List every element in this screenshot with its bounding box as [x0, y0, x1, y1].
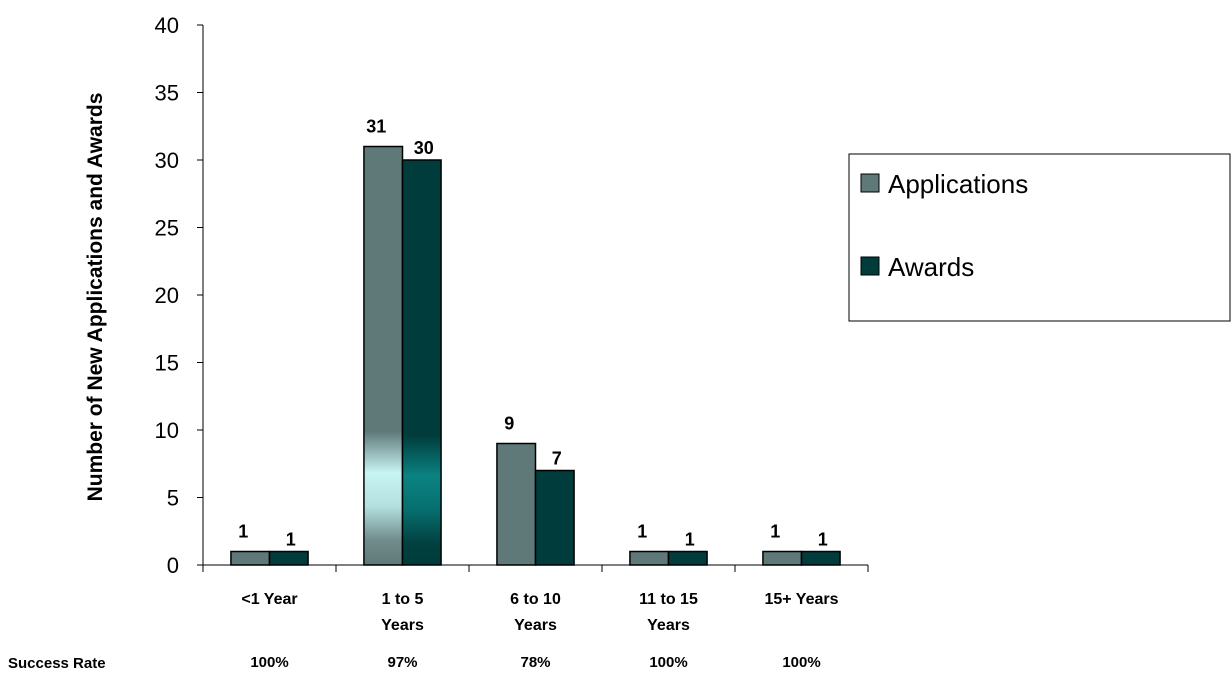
category-labels: <1 Year 1 to 5 Years 6 to 10 Years 11 to 15 Ye…	[241, 591, 838, 634]
category-label-line: <1 Year	[241, 591, 297, 608]
success-rate-label: Success Rate	[8, 655, 106, 672]
success-rate-value: 97%	[387, 654, 417, 671]
data-label: 1	[286, 530, 296, 550]
legend-box	[848, 153, 1231, 322]
category-label-line: 6 to 10	[510, 591, 561, 608]
bar-awards	[800, 550, 841, 566]
bar-applications	[762, 550, 803, 566]
y-tick-label: 35	[155, 81, 179, 106]
bar-awards	[401, 159, 442, 566]
bar-awards	[667, 550, 708, 566]
data-label: 1	[685, 530, 695, 550]
category-label: 6 to 10 Years	[510, 591, 561, 634]
category-label-line: Years	[514, 617, 557, 634]
legend: Applications Awards	[848, 153, 1231, 322]
category-label-line: Years	[381, 617, 424, 634]
data-label: 1	[818, 530, 828, 550]
bar-applications	[230, 550, 271, 566]
data-label: 1	[770, 522, 780, 542]
category-label: <1 Year	[241, 591, 297, 608]
category-label-line: Years	[647, 617, 690, 634]
data-labels: 1 1 31 30 9 7 1 1 1 1	[238, 117, 828, 550]
data-label: 31	[366, 117, 386, 137]
data-label: 7	[552, 449, 562, 469]
data-label: 30	[414, 138, 434, 158]
y-tick-label: 25	[155, 216, 179, 241]
success-rate-value: 100%	[649, 654, 687, 671]
category-label-line: 1 to 5	[382, 591, 424, 608]
success-rate-value: 100%	[250, 654, 288, 671]
y-tick-label: 20	[155, 283, 179, 308]
x-axis	[202, 564, 869, 572]
y-axis: 0 5 10 15 20 25 30 35 40	[155, 13, 204, 578]
legend-entry: Applications	[888, 169, 1028, 199]
y-tick-label: 40	[155, 13, 179, 38]
bar-applications	[496, 442, 537, 566]
bar-awards	[268, 550, 309, 566]
category-label: 1 to 5 Years	[381, 591, 424, 634]
y-tick-label: 5	[167, 486, 179, 511]
success-rates: 100% 97% 78% 100% 100%	[250, 654, 820, 671]
legend-swatch	[860, 173, 880, 193]
success-rate-value: 78%	[520, 654, 550, 671]
data-label: 1	[637, 522, 647, 542]
y-tick-label: 15	[155, 351, 179, 376]
y-tick-label: 10	[155, 418, 179, 443]
legend-swatch	[860, 256, 880, 276]
category-label: 15+ Years	[764, 591, 838, 608]
legend-entry: Awards	[888, 252, 974, 282]
y-tick-label: 30	[155, 148, 179, 173]
bar-awards	[534, 469, 575, 566]
y-axis-label: Number of New Applications and Awards	[84, 93, 107, 502]
success-rate-value: 100%	[782, 654, 820, 671]
bar-applications	[629, 550, 670, 566]
category-label-line: 11 to 15	[639, 591, 698, 608]
bar-applications	[363, 145, 404, 566]
data-label: 9	[504, 414, 514, 434]
bars	[230, 145, 841, 566]
category-label: 11 to 15 Years	[639, 591, 698, 634]
y-tick-label: 0	[167, 553, 179, 578]
category-label-line: 15+ Years	[764, 591, 838, 608]
data-label: 1	[238, 522, 248, 542]
